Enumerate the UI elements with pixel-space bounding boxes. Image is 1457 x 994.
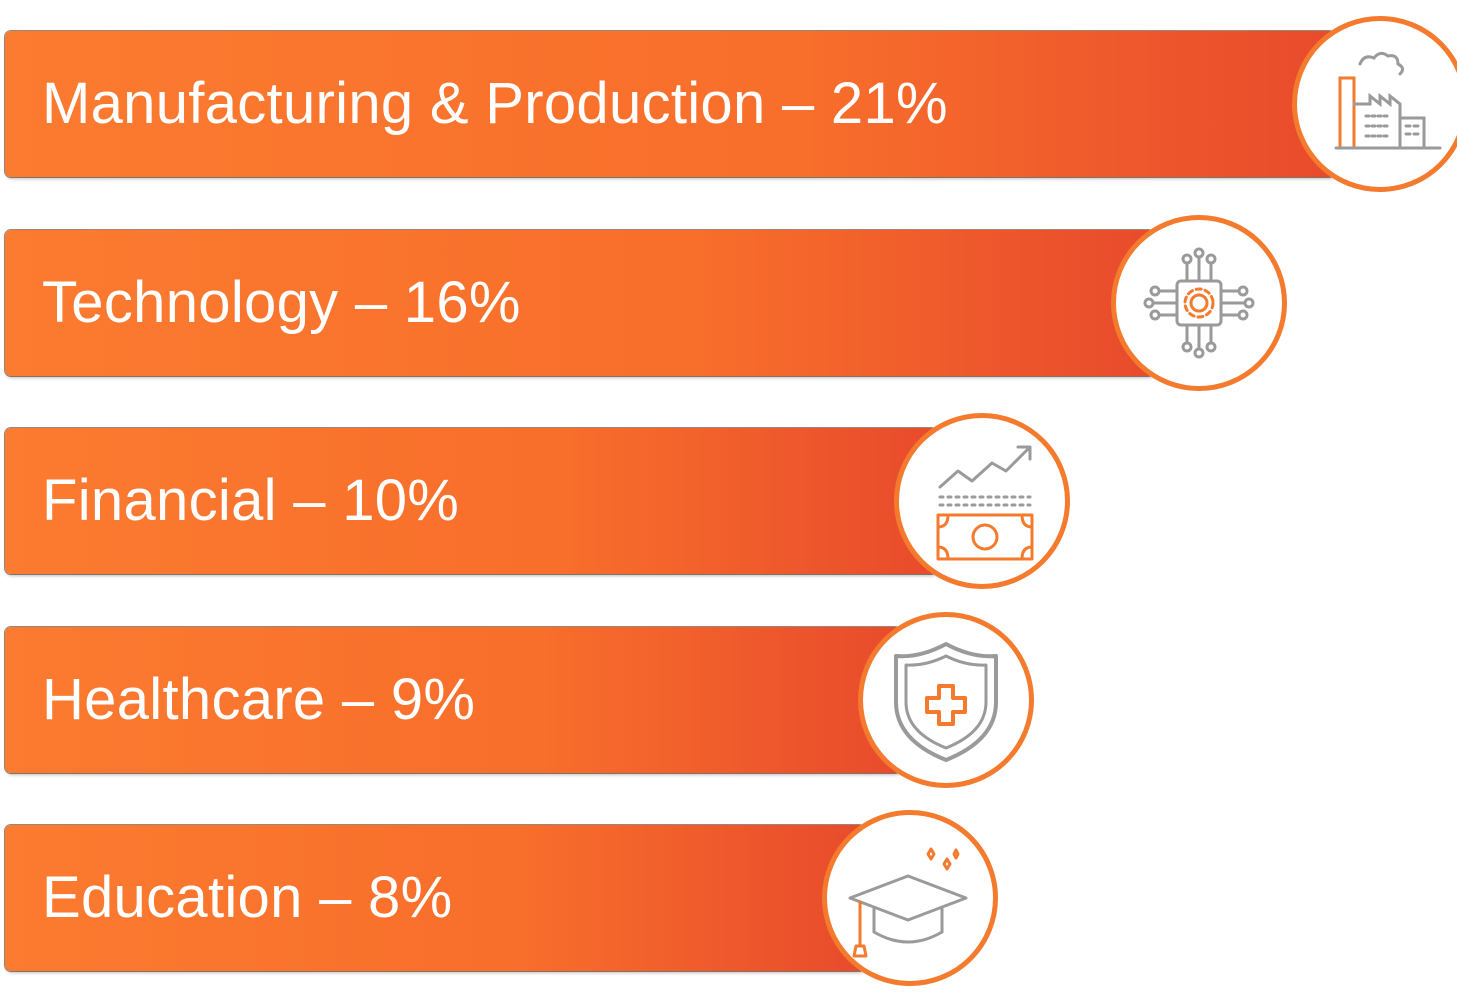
bar-label-manufacturing-production: Manufacturing & Production – 21% xyxy=(42,71,948,136)
money-growth-icon xyxy=(894,413,1071,589)
bar-healthcare: Healthcare – 9% xyxy=(5,626,902,773)
bar-technology: Technology – 16% xyxy=(5,229,1155,376)
bar-education: Education – 8% xyxy=(5,825,865,971)
factory-icon xyxy=(1292,16,1457,192)
shield-cross-icon xyxy=(858,611,1035,788)
graduation-cap-icon xyxy=(822,810,998,986)
bar-label-financial: Financial – 10% xyxy=(42,468,460,533)
bar-label-technology: Technology – 16% xyxy=(42,269,521,335)
bar-manufacturing-production: Manufacturing & Production – 21% xyxy=(5,31,1335,177)
bar-label-education: Education – 8% xyxy=(42,865,453,930)
bar-financial: Financial – 10% xyxy=(5,428,938,574)
circuit-chip-icon xyxy=(1111,214,1288,391)
bar-label-healthcare: Healthcare – 9% xyxy=(42,666,476,732)
